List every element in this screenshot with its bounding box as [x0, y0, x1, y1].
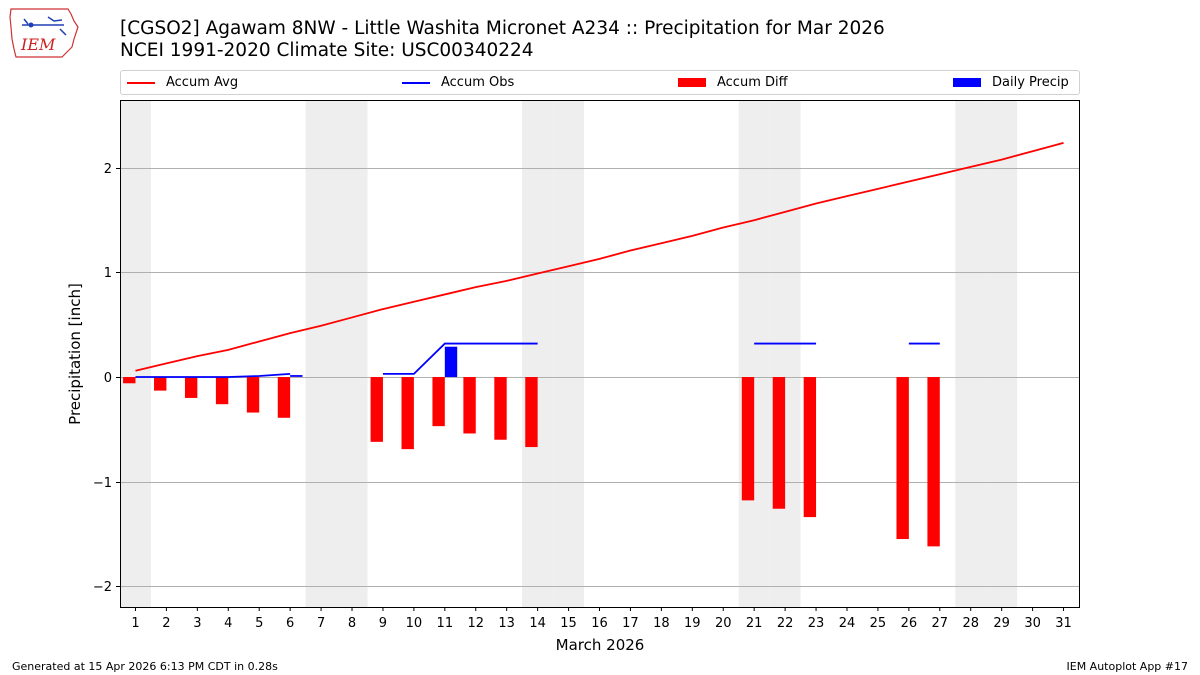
- weekend-band: [986, 100, 1018, 607]
- x-tick-label: 5: [255, 616, 263, 631]
- legend-label: Accum Diff: [717, 75, 788, 90]
- x-tick-label: 15: [560, 616, 577, 631]
- legend-label: Accum Avg: [166, 75, 239, 90]
- accum-diff-bar: [803, 377, 817, 518]
- weekend-band: [522, 100, 554, 607]
- x-tick-label: 18: [653, 616, 670, 631]
- x-tick-label: 22: [777, 616, 794, 631]
- weekend-band: [738, 100, 770, 607]
- y-axis-label: Precipitation [inch]: [66, 283, 84, 425]
- iowa-outline-icon: [9, 8, 79, 58]
- y-tick-label: 0: [104, 371, 112, 386]
- accum-diff-swatch: [678, 78, 706, 87]
- weekend-bands: [120, 100, 1018, 607]
- x-tick-label: 23: [808, 616, 825, 631]
- accum-diff-bar: [370, 377, 383, 442]
- chart-title: [CGSO2] Agawam 8NW - Little Washita Micr…: [120, 18, 885, 39]
- x-tick-label: 4: [224, 616, 232, 631]
- x-tick-label: 31: [1055, 616, 1072, 631]
- accum-obs-line: [382, 342, 538, 375]
- legend-item-accum-avg: Accum Avg: [127, 71, 238, 94]
- logo-text: IEM: [20, 35, 56, 54]
- legend-label: Accum Obs: [441, 75, 515, 90]
- accum-diff-bar: [215, 377, 229, 405]
- weekend-band: [769, 100, 801, 607]
- x-tick-label: 29: [993, 616, 1010, 631]
- legend-item-accum-diff: Accum Diff: [678, 71, 788, 94]
- y-tick-label: −1: [93, 476, 112, 491]
- x-tick-label: 10: [406, 616, 423, 631]
- daily-precip-bar: [444, 346, 458, 378]
- accum-diff-bar: [772, 377, 786, 509]
- x-tick-label: 30: [1024, 616, 1041, 631]
- x-tick-label: 17: [622, 616, 639, 631]
- y-tick-label: −2: [93, 580, 112, 595]
- series-lines: [135, 141, 1064, 378]
- x-tick-label: 14: [529, 616, 546, 631]
- accum-diff-bar: [896, 377, 909, 540]
- legend-item-daily-precip: Daily Precip: [953, 71, 1069, 94]
- footer-app-text: IEM Autoplot App #17: [1066, 660, 1189, 673]
- legend-label: Daily Precip: [992, 75, 1069, 90]
- x-tick-label: 21: [746, 616, 763, 631]
- accum-diff-bar: [432, 377, 445, 427]
- weekend-band: [553, 100, 585, 607]
- x-tick-label: 8: [348, 616, 356, 631]
- y-tick-label: 2: [104, 162, 112, 177]
- x-tick-label: 28: [962, 616, 979, 631]
- y-tick-label: 1: [104, 266, 112, 281]
- daily-precip-swatch: [953, 78, 981, 87]
- accum-avg-swatch: [127, 81, 155, 84]
- gridlines: [120, 168, 1079, 587]
- x-tick-label: 2: [162, 616, 170, 631]
- accum-diff-bar: [401, 377, 414, 450]
- x-tick-label: 3: [193, 616, 201, 631]
- x-tick-label: 27: [932, 616, 949, 631]
- weekend-band: [305, 100, 337, 607]
- accum-diff-bar: [154, 377, 167, 391]
- x-tick-label: 16: [591, 616, 608, 631]
- footer-generated-text: Generated at 15 Apr 2026 6:13 PM CDT in …: [12, 660, 278, 673]
- accum-diff-bar: [463, 377, 476, 434]
- accum-diff-bar: [741, 377, 755, 501]
- accum-diff-bar: [184, 377, 198, 398]
- accum-diff-bar: [927, 377, 940, 547]
- weekend-band: [120, 100, 151, 607]
- x-tick-label: 7: [317, 616, 325, 631]
- bars: [123, 346, 940, 547]
- accum-diff-bar: [123, 377, 136, 384]
- chart-subtitle: NCEI 1991-2020 Climate Site: USC00340224: [120, 40, 534, 61]
- weekend-band: [336, 100, 368, 607]
- x-tick-label: 26: [901, 616, 918, 631]
- x-tick-label: 1: [131, 616, 139, 631]
- iem-logo: IEM: [9, 8, 79, 58]
- x-tick-label: 9: [379, 616, 387, 631]
- weekend-band: [955, 100, 987, 607]
- x-tick-label: 6: [286, 616, 294, 631]
- accum-obs-swatch: [402, 81, 430, 84]
- x-tick-label: 25: [870, 616, 887, 631]
- legend-item-accum-obs: Accum Obs: [402, 71, 514, 94]
- x-axis-label: March 2026: [556, 636, 645, 654]
- accum-diff-bar: [277, 377, 291, 418]
- accum-avg-line: [135, 141, 1064, 372]
- x-tick-label: 19: [684, 616, 701, 631]
- x-tick-label: 13: [498, 616, 515, 631]
- accum-diff-bar: [246, 377, 260, 413]
- legend: Accum Avg Accum Obs Accum Diff Daily Pre…: [120, 70, 1080, 95]
- x-tick-label: 12: [467, 616, 484, 631]
- accum-diff-bar: [525, 377, 538, 448]
- x-tick-label: 11: [437, 616, 454, 631]
- accum-diff-bar: [494, 377, 507, 440]
- x-tick-label: 20: [715, 616, 732, 631]
- accum-obs-line: [135, 372, 291, 378]
- x-tick-label: 24: [839, 616, 856, 631]
